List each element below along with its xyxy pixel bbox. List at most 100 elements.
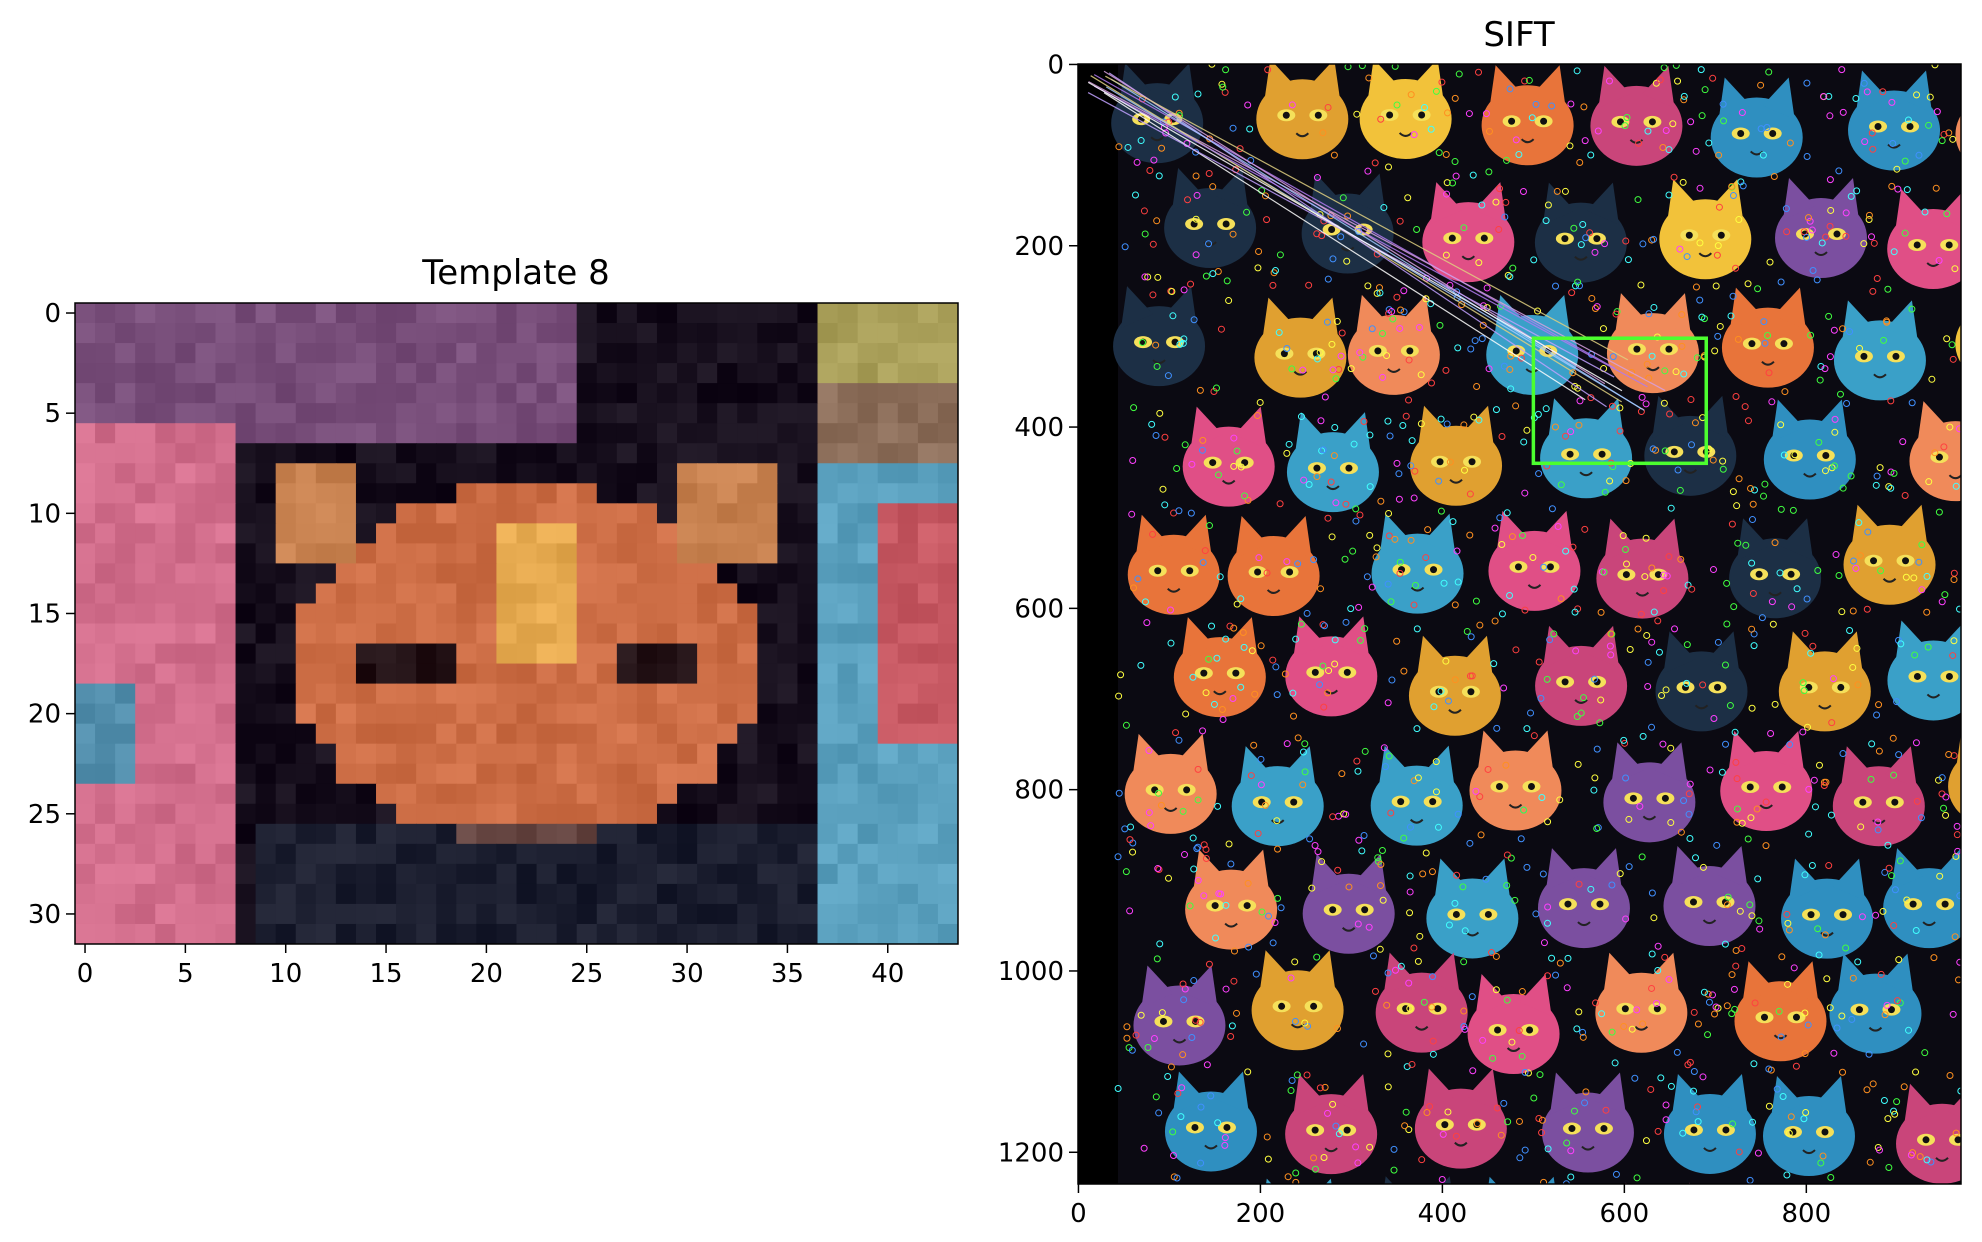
template-pixel	[195, 583, 217, 605]
template-pixel	[215, 663, 237, 685]
template-pixel	[937, 463, 958, 484]
template-pixel	[536, 443, 558, 464]
template-pixel	[857, 803, 879, 825]
template-pixel	[476, 363, 498, 384]
template-pixel	[817, 423, 839, 444]
template-pixel	[757, 703, 778, 725]
template-pixel	[697, 443, 718, 464]
template-pixel	[396, 743, 417, 765]
template-pixel	[937, 663, 958, 685]
template-pixel	[235, 403, 257, 424]
template-pixel	[195, 343, 217, 364]
template-pixel	[636, 423, 658, 444]
template-pixel	[917, 803, 939, 825]
template-pixel	[937, 443, 958, 464]
template-pixel	[175, 783, 197, 805]
template-pixel	[115, 403, 136, 424]
template-pixel	[797, 723, 819, 745]
template-pixel	[677, 623, 698, 645]
template-pixel	[416, 883, 437, 905]
template-pixel	[757, 843, 778, 865]
template-pixel	[75, 403, 96, 424]
template-pixel	[315, 823, 337, 845]
template-pixel	[817, 643, 839, 665]
template-pixel	[877, 343, 899, 364]
template-pixel	[556, 703, 578, 725]
template-pixel	[275, 463, 297, 484]
template-pixel	[536, 763, 558, 785]
template-pixel	[576, 523, 598, 544]
template-pixel	[355, 403, 377, 424]
template-pixel	[376, 703, 397, 725]
template-pixel	[516, 563, 538, 585]
template-pixel	[496, 603, 518, 625]
sift-axes-frame	[1077, 63, 1962, 1185]
template-pixel	[717, 543, 738, 565]
template-pixel	[817, 603, 839, 625]
template-pixel	[355, 683, 377, 705]
template-pixel	[877, 423, 899, 444]
sift-match-lines	[1087, 70, 1666, 411]
template-pixel	[556, 743, 578, 765]
template-pixel	[376, 403, 397, 424]
template-pixel	[115, 723, 136, 745]
template-pixel	[396, 923, 417, 944]
template-pixel	[837, 723, 859, 745]
template-pixel	[536, 783, 558, 805]
cat-face	[1595, 952, 1688, 1053]
template-pixel	[436, 523, 457, 544]
template-pixel	[857, 703, 879, 725]
template-pixel	[195, 623, 217, 645]
template-pixel	[295, 603, 317, 625]
template-pixel	[656, 823, 678, 845]
template-pixel	[697, 483, 718, 504]
template-pixel	[295, 923, 317, 944]
template-pixel	[937, 503, 958, 524]
template-pixel	[797, 683, 819, 705]
template-pixel	[857, 723, 879, 745]
template-pixel	[436, 303, 457, 324]
template-pixel	[195, 683, 217, 705]
template-pixel	[697, 683, 718, 705]
template-pixel	[496, 683, 518, 705]
template-pixel	[556, 723, 578, 745]
template-pixel	[255, 643, 277, 665]
y-tick-label: 10	[28, 499, 61, 529]
template-pixel	[476, 803, 498, 825]
template-pixel	[496, 543, 518, 565]
template-pixel	[155, 423, 176, 444]
template-pixel	[937, 383, 958, 404]
template-pixel	[536, 583, 558, 605]
template-pixel	[837, 483, 859, 504]
template-pixel	[697, 383, 718, 404]
template-pixel	[295, 743, 317, 765]
template-pixel	[155, 863, 176, 885]
template-pixel	[255, 443, 277, 464]
template-pixel	[436, 763, 457, 785]
template-pixel	[937, 823, 958, 845]
template-pixel	[416, 343, 437, 364]
template-pixel	[837, 743, 859, 765]
template-pixel	[396, 383, 417, 404]
template-pixel	[536, 503, 558, 524]
x-tick-label: 40	[871, 959, 904, 989]
template-pixel	[496, 403, 518, 424]
template-pixel	[135, 923, 156, 944]
template-pixel	[797, 383, 819, 404]
template-pixel	[817, 703, 839, 725]
template-pixel	[215, 583, 237, 605]
template-pixel	[115, 743, 136, 765]
template-pixel	[175, 583, 197, 605]
template-pixel	[496, 703, 518, 725]
template-pixel	[496, 783, 518, 805]
template-pixel	[817, 303, 839, 324]
template-pixel	[897, 923, 919, 944]
template-pixel	[436, 603, 457, 625]
template-pixel	[697, 703, 718, 725]
template-pixel	[315, 703, 337, 725]
template-pixel	[195, 923, 217, 944]
template-pixel	[95, 343, 116, 364]
template-pixel	[737, 363, 758, 384]
template-pixel	[436, 923, 457, 944]
template-pixel	[456, 903, 477, 925]
